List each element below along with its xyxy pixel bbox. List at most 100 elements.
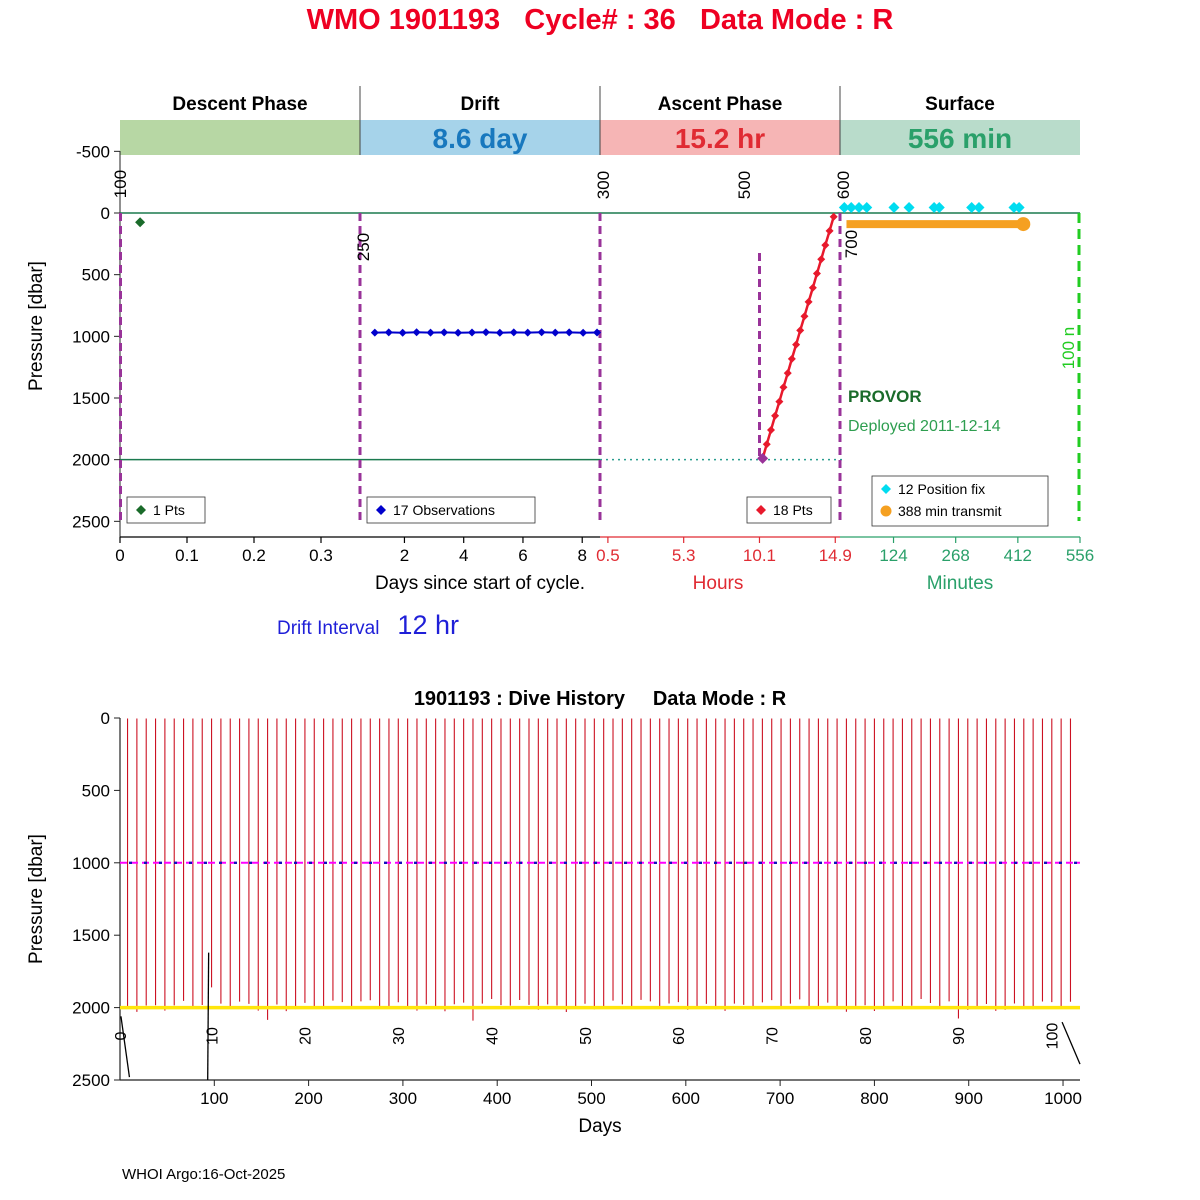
legend-marker [756, 505, 766, 515]
phase-header: Surface [925, 94, 995, 115]
phase-header: Drift [460, 94, 500, 115]
days-axis-title: Days since start of cycle. [375, 573, 585, 594]
drift-interval-value: 12 hr [397, 610, 459, 640]
drift-point [440, 328, 449, 337]
drift-point [523, 328, 532, 337]
y-tick-label: 1000 [72, 327, 110, 346]
aux-trace [120, 1016, 131, 1078]
x-tick-label: 0.1 [175, 546, 199, 565]
x-tick-label: 14.9 [819, 546, 852, 565]
x-tick-label: 1000 [1044, 1089, 1082, 1108]
legend-marker [881, 484, 891, 494]
y-tick-label: 0 [101, 204, 110, 223]
drift-point [593, 328, 602, 337]
cycle-number-label: 50 [578, 1027, 595, 1045]
x-tick-label: 412 [1004, 546, 1032, 565]
ascent-point [775, 397, 784, 406]
phase-band [600, 120, 840, 155]
descent-point [135, 217, 146, 228]
x-tick-label: 5.3 [672, 546, 696, 565]
drift-point [384, 328, 393, 337]
ascent-point [812, 269, 821, 278]
y-tick-label: 500 [82, 266, 110, 285]
x-tick-label: 700 [766, 1089, 794, 1108]
position-fix-marker [973, 201, 985, 213]
cycle-number-label: 10 [204, 1027, 221, 1045]
y-tick-label: 2500 [72, 1071, 110, 1090]
position-fix-marker [838, 201, 850, 213]
drift-interval-label: Drift Interval [277, 618, 380, 639]
legend-marker [136, 505, 146, 515]
y-axis-title: Pressure [dbar] [26, 261, 47, 391]
y-tick-label: 2000 [72, 999, 110, 1018]
position-fix-marker [845, 201, 857, 213]
drift-point [370, 328, 379, 337]
phase-header: Descent Phase [172, 94, 307, 115]
drift-point [495, 328, 504, 337]
phase-band [120, 120, 360, 155]
ascent-series-line [761, 216, 835, 459]
hours-axis-title: Hours [693, 573, 744, 594]
event-number-label: 100 n [1059, 327, 1078, 370]
x-tick-label: 4 [459, 546, 468, 565]
aux-trace [207, 952, 210, 1081]
ascent-start-marker [757, 452, 769, 464]
phase-header: Ascent Phase [658, 94, 783, 115]
legend-marker [880, 505, 892, 517]
ascent-point [771, 411, 780, 420]
y-tick-label: 1000 [72, 854, 110, 873]
cycle-number-label: 20 [298, 1027, 315, 1045]
legend-marker [376, 505, 386, 515]
ascent-point [767, 425, 775, 434]
ascent-point [808, 283, 817, 292]
x-tick-label: 900 [955, 1089, 983, 1108]
position-fix-marker [1013, 201, 1025, 213]
drift-point [468, 328, 476, 337]
legend-box [871, 475, 1049, 527]
event-number-label: 600 [834, 171, 853, 199]
x-tick-label: 0 [115, 546, 124, 565]
ascent-point [762, 440, 771, 449]
legend-label: 12 Position fix [898, 481, 985, 497]
ascent-point [796, 326, 805, 335]
x-tick-label: 8 [577, 546, 586, 565]
dive-history-chart: 1901193 : Dive History Data Mode : R0500… [26, 688, 1082, 1137]
transmit-end-marker [1016, 217, 1031, 232]
legend-label: 17 Observations [393, 502, 495, 518]
ascent-point [800, 312, 809, 321]
phase-band [840, 120, 1080, 155]
chart-title: 1901193 : Dive History Data Mode : R [414, 688, 787, 710]
drift-point [481, 328, 490, 337]
top-cycle-chart: Descent Phase Drift 8.6 day Ascent Phase 15.… [26, 86, 1094, 594]
position-fix-marker [933, 201, 945, 213]
y-tick-label: 1500 [72, 926, 110, 945]
drift-point [412, 328, 421, 337]
cycle-number-label: 100 [1045, 1023, 1062, 1050]
drift-point [579, 328, 588, 337]
y-tick-label: 2500 [72, 512, 110, 531]
cycle-number-label: 90 [951, 1027, 968, 1045]
legend-label: 18 Pts [773, 502, 813, 518]
x-tick-label: 556 [1066, 546, 1094, 565]
x-tick-label: 100 [200, 1089, 228, 1108]
x-tick-label: 300 [389, 1089, 417, 1108]
cycle-number-label: 70 [765, 1027, 782, 1045]
footer-credit: WHOI Argo:16-Oct-2025 [122, 1166, 286, 1183]
cycle-number-label: 40 [484, 1027, 501, 1045]
ascent-point [825, 226, 834, 235]
x-tick-label: 6 [518, 546, 527, 565]
drift-point [426, 328, 435, 337]
minutes-axis-title: Minutes [927, 573, 994, 594]
x-tick-label: 0.2 [242, 546, 266, 565]
x-tick-label: 0.5 [596, 546, 620, 565]
cycle-number-label: 80 [858, 1027, 875, 1045]
deployed-date-label: Deployed 2011-12-14 [848, 418, 1001, 435]
x-tick-label: 0.3 [309, 546, 333, 565]
ascent-point [779, 383, 788, 392]
x-axis-title: Days [578, 1116, 621, 1137]
drift-point [565, 328, 574, 337]
y-tick-label: 2000 [72, 451, 110, 470]
position-fix-marker [861, 201, 873, 213]
legend-label: 388 min transmit [898, 503, 1002, 519]
